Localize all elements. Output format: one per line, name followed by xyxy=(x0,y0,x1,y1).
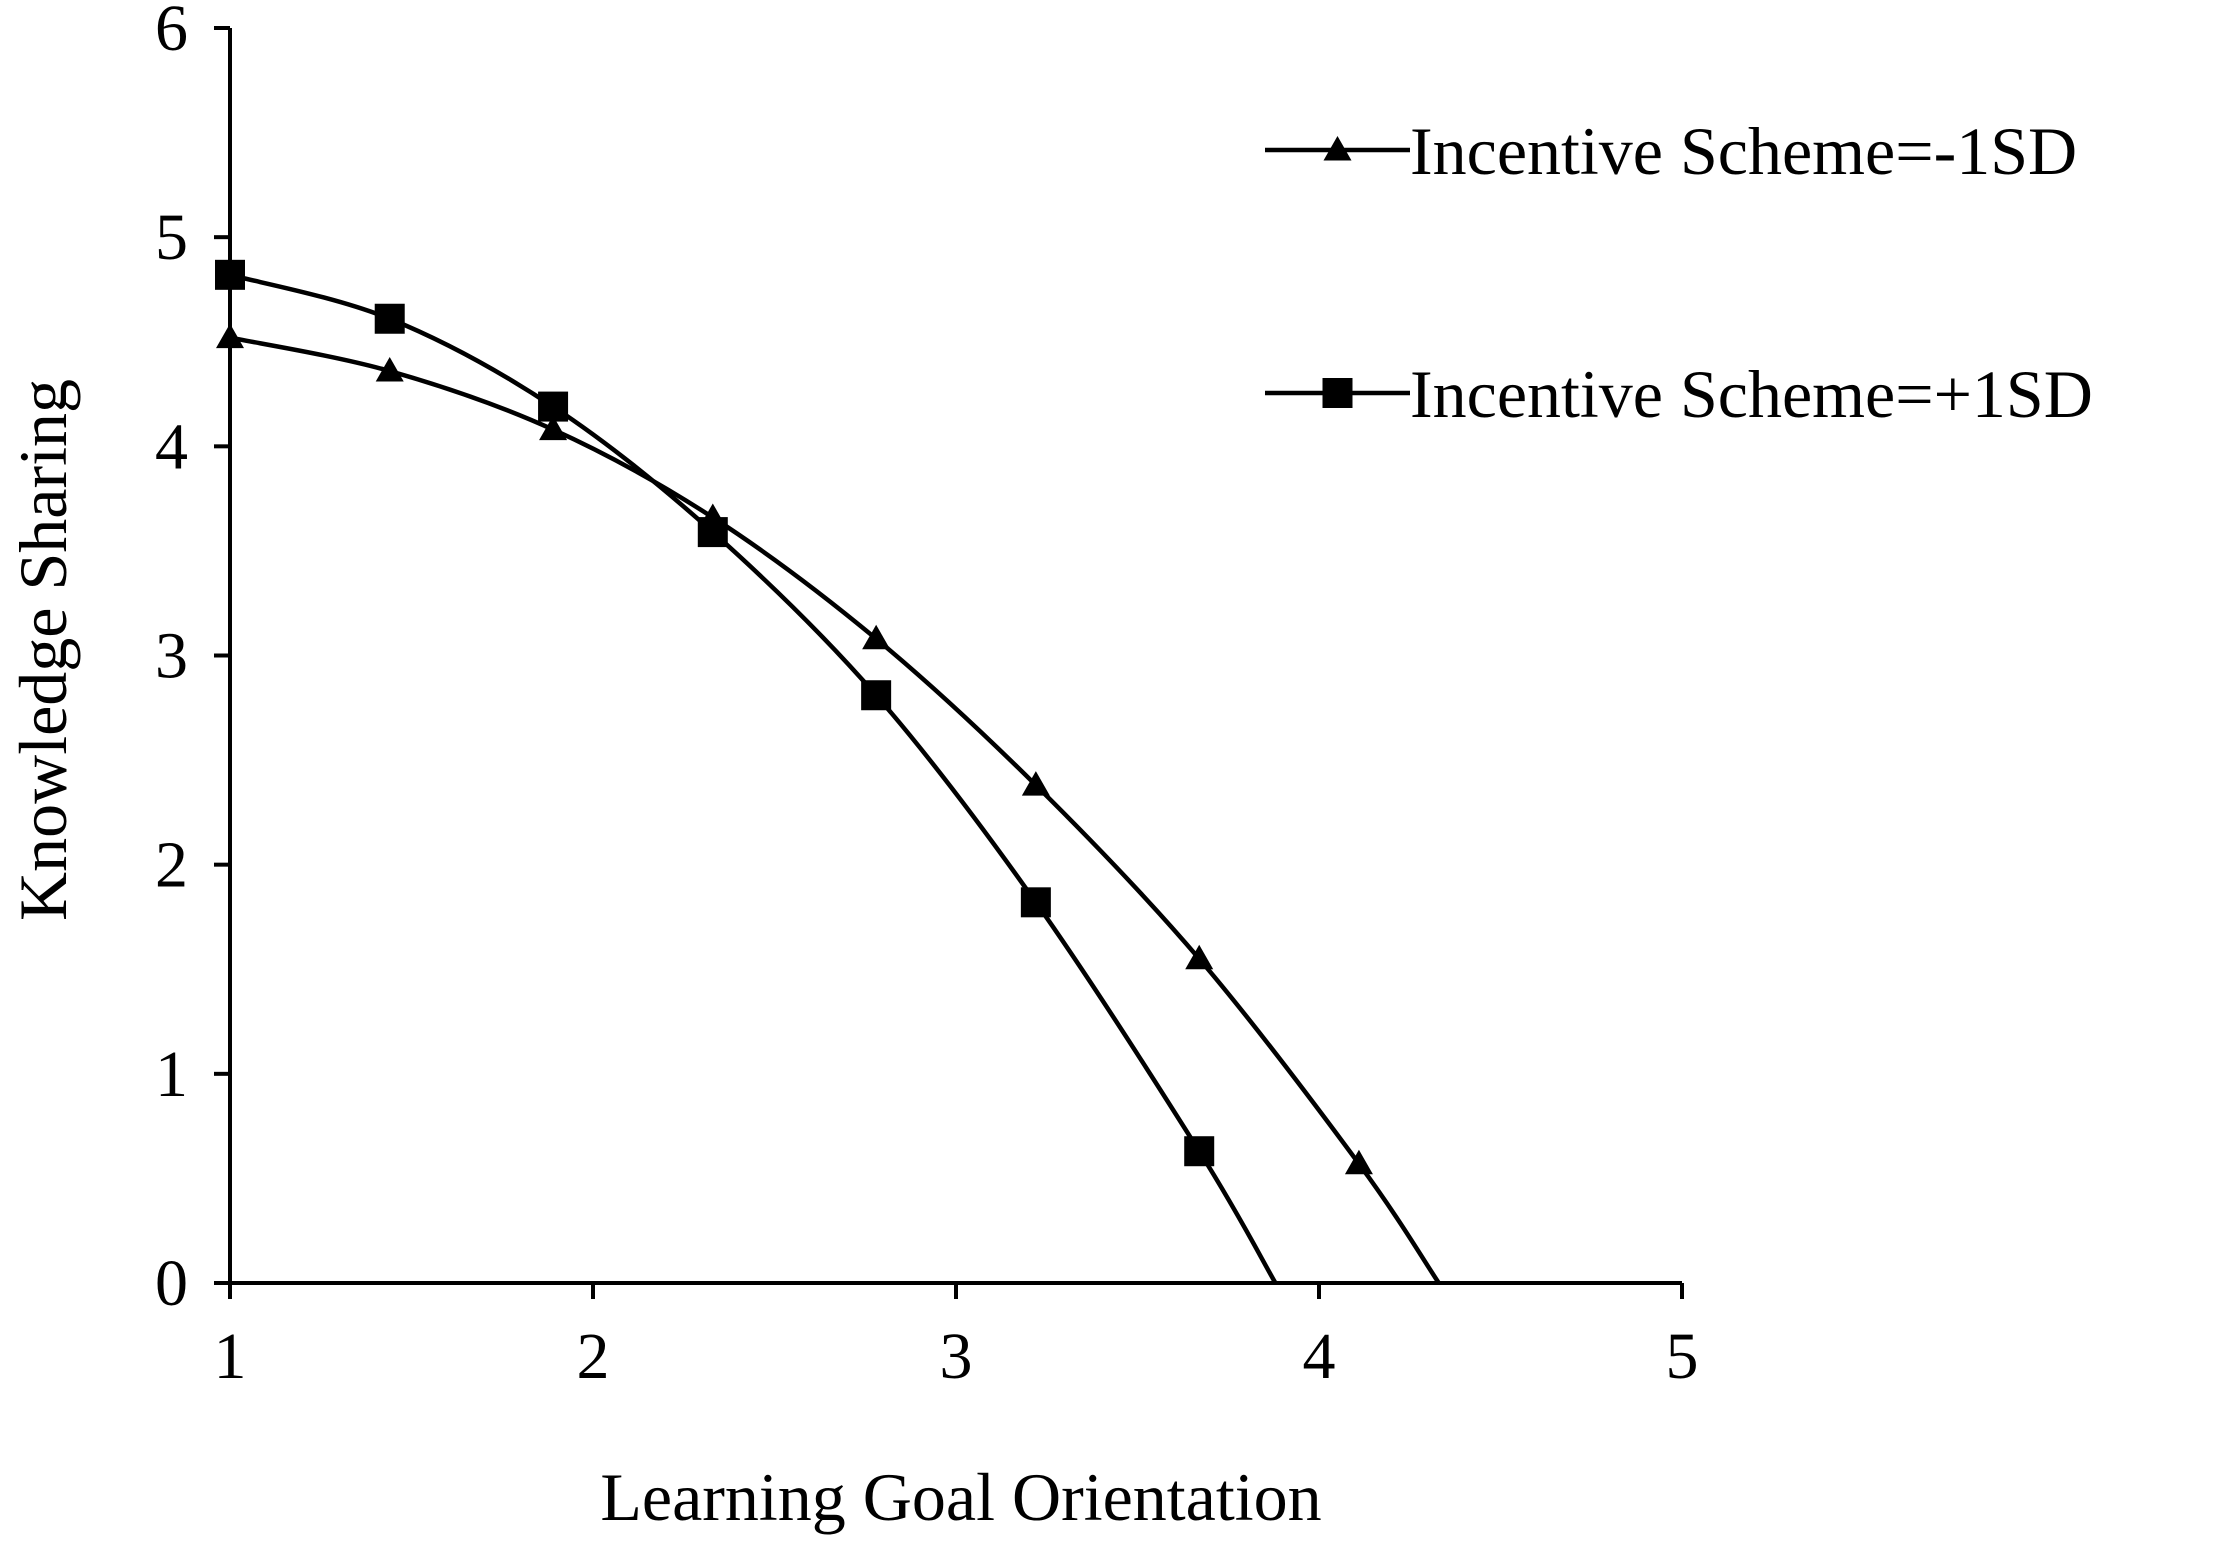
legend-label: Incentive Scheme=+1SD xyxy=(1410,356,2093,432)
series-1 xyxy=(216,323,1441,1285)
triangle-point xyxy=(375,357,404,382)
square-point xyxy=(215,259,245,290)
legend: Incentive Scheme=-1SD Incentive Scheme=+1… xyxy=(1265,113,2093,432)
legend-item: Incentive Scheme=+1SD xyxy=(1265,356,2093,432)
y-tick-label: 1 xyxy=(155,1038,188,1111)
square-point xyxy=(697,517,728,548)
square-point xyxy=(1020,887,1051,918)
square-point xyxy=(538,391,569,422)
series-layer xyxy=(215,259,1441,1285)
triangle-point xyxy=(1021,771,1050,796)
x-tick-label: 1 xyxy=(214,1320,247,1393)
triangle-point xyxy=(1344,1149,1373,1175)
square-point xyxy=(1184,1136,1215,1167)
series-line xyxy=(229,272,1278,1285)
x-tick-label: 2 xyxy=(577,1320,610,1393)
triangle-point xyxy=(862,624,891,650)
y-tick-label: 0 xyxy=(155,1247,188,1320)
y-tick-label: 2 xyxy=(155,829,188,902)
x-axis-title: Learning Goal Orientation xyxy=(600,1459,1321,1535)
legend-label: Incentive Scheme=-1SD xyxy=(1410,113,2077,189)
series-2 xyxy=(215,259,1278,1285)
triangle-point xyxy=(539,415,568,441)
y-tick-label: 3 xyxy=(155,620,188,693)
x-tick-label: 5 xyxy=(1666,1320,1699,1393)
legend-marker xyxy=(1323,136,1352,161)
legend-item: Incentive Scheme=-1SD xyxy=(1265,113,2077,189)
series-line xyxy=(229,335,1441,1285)
y-axis-ticks: 0 1 2 3 4 5 6 xyxy=(155,0,230,1320)
triangle-point xyxy=(216,323,244,349)
axes xyxy=(228,28,1682,1285)
y-axis-title: Knowledge Sharing xyxy=(5,379,81,921)
x-axis-ticks: 1 2 3 4 5 xyxy=(214,1283,1699,1393)
square-point xyxy=(861,680,892,711)
legend-marker xyxy=(1322,378,1353,408)
y-tick-label: 6 xyxy=(155,0,188,65)
y-tick-label: 5 xyxy=(155,201,188,274)
triangle-point xyxy=(1185,944,1214,970)
x-tick-label: 4 xyxy=(1303,1320,1336,1393)
x-tick-label: 3 xyxy=(940,1320,973,1393)
square-point xyxy=(374,303,405,334)
y-tick-label: 4 xyxy=(155,410,188,483)
